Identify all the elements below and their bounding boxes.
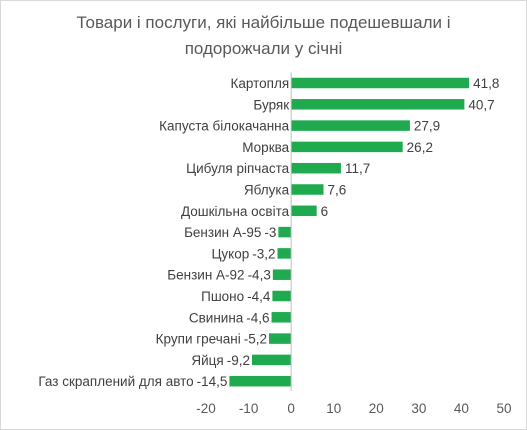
- chart-title-line-2: подорожчали у січні: [184, 39, 343, 58]
- data-label: 26,2: [407, 140, 433, 155]
- bar: [291, 141, 403, 153]
- category-label: Картопля: [231, 76, 290, 91]
- bar: [291, 99, 465, 110]
- bar: [277, 248, 292, 259]
- category-label: Морква: [242, 140, 289, 155]
- bar: [272, 269, 292, 280]
- x-tick-label: -20: [196, 401, 216, 416]
- data-label: -4,3: [248, 268, 271, 283]
- data-label: 41,8: [473, 76, 499, 91]
- data-label: 7,6: [327, 183, 346, 198]
- x-tick-label: 20: [369, 401, 384, 416]
- bar: [291, 205, 317, 217]
- bar: [269, 333, 292, 344]
- category-label: Яйця: [191, 353, 223, 368]
- category-label: Свинина: [189, 310, 244, 325]
- data-label: 40,7: [468, 97, 494, 112]
- x-tick-label: 40: [454, 401, 469, 416]
- bar: [291, 184, 324, 195]
- x-tick-label: 30: [411, 401, 426, 416]
- category-label: Буряк: [253, 97, 289, 112]
- category-label: Крупи гречані: [156, 332, 241, 347]
- category-label: Бензин А-92: [167, 268, 244, 283]
- data-label: -3: [264, 225, 276, 240]
- category-label: Цукор: [211, 246, 249, 261]
- category-label: Бензин А-95: [184, 225, 261, 240]
- data-label: -5,2: [244, 332, 267, 347]
- category-label: Цибуля ріпчаста: [186, 161, 289, 176]
- data-label: -3,2: [252, 246, 275, 261]
- x-tick-label: 0: [287, 401, 295, 416]
- bar: [272, 290, 292, 302]
- chart-title: Товари і послуги, які найбільше подешевш…: [0, 10, 527, 62]
- bar: [271, 312, 292, 323]
- category-label: Яблука: [244, 183, 290, 198]
- bar: [251, 354, 292, 366]
- bar: [291, 77, 470, 89]
- bar: [291, 120, 410, 131]
- bar: [291, 162, 341, 174]
- bar: [229, 375, 292, 387]
- data-label: -4,6: [246, 310, 269, 325]
- data-label: 11,7: [345, 161, 370, 176]
- data-label: -9,2: [227, 353, 250, 368]
- category-label: Дошкільна освіта: [181, 204, 290, 219]
- x-tick-label: 50: [496, 401, 511, 416]
- category-label: Газ скраплений для авто: [38, 374, 193, 389]
- category-label: Капуста білокачанна: [159, 119, 289, 134]
- x-tick-label: 10: [326, 401, 341, 416]
- data-label: 27,9: [414, 119, 440, 134]
- x-tick-label: -10: [239, 401, 259, 416]
- data-label: -4,4: [247, 289, 271, 304]
- category-label: Пшоно: [201, 289, 244, 304]
- bar: [278, 226, 292, 238]
- data-label: -14,5: [197, 374, 228, 389]
- data-label: 6: [321, 204, 329, 219]
- chart-title-line-1: Товари і послуги, які найбільше подешевш…: [76, 13, 451, 32]
